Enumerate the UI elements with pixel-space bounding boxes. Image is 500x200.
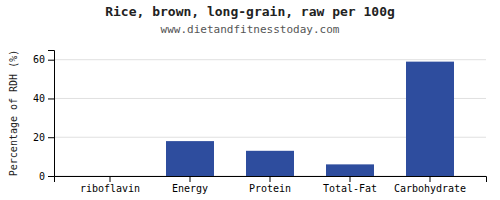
tick-label: 0: [39, 171, 45, 182]
tick-label: Carbohydrate: [394, 183, 466, 194]
tick-mark: [110, 176, 111, 182]
y-axis-title: Percentage of RDH (%): [8, 50, 19, 176]
tick-label: Total-Fat: [323, 183, 377, 194]
tick-mark: [48, 60, 54, 61]
tick: 0: [39, 171, 54, 182]
tick-mark: [350, 176, 351, 182]
tick: Carbohydrate: [394, 176, 466, 194]
tick: Total-Fat: [323, 176, 377, 194]
tick-mark: [430, 176, 431, 182]
tick: 60: [33, 54, 54, 65]
tick-mark: [48, 176, 54, 177]
tick: 40: [33, 93, 54, 104]
chart: Rice, brown, long-grain, raw per 100g www…: [0, 0, 500, 200]
tick-mark: [270, 176, 271, 182]
grid: [54, 60, 486, 176]
grid-line: [54, 59, 486, 60]
axis-line: [55, 177, 487, 183]
bar: [326, 164, 374, 176]
tick-mark: [190, 176, 191, 182]
subtitle: www.dietandfitnesstoday.com: [161, 23, 340, 36]
tick-mark: [48, 98, 54, 99]
tick-label: 20: [33, 132, 45, 143]
y-axis: 0 20 40 60: [33, 51, 55, 182]
tick-label: 40: [33, 93, 45, 104]
tick-label: Energy: [172, 183, 208, 194]
x-axis: riboflavin Energy Protein Total-Fat Carbohyd…: [55, 176, 487, 194]
tick-label: 60: [33, 54, 45, 65]
tick-mark: [48, 137, 54, 138]
axis-line: [48, 51, 55, 177]
tick-label: Protein: [249, 183, 291, 194]
bar: [86, 176, 134, 177]
tick: riboflavin: [80, 176, 140, 194]
bars: [166, 62, 454, 176]
tick-label: riboflavin: [80, 183, 140, 194]
plot-area: 0 20 40 60 riboflavin Energy Protein Total-Fat C…: [33, 51, 487, 195]
title: Rice, brown, long-grain, raw per 100g: [105, 4, 395, 19]
tick: Protein: [249, 176, 291, 194]
bar: [246, 151, 294, 176]
tick: 20: [33, 132, 54, 143]
tick: Energy: [172, 176, 208, 194]
bar: [166, 141, 214, 176]
bar: [406, 62, 454, 176]
